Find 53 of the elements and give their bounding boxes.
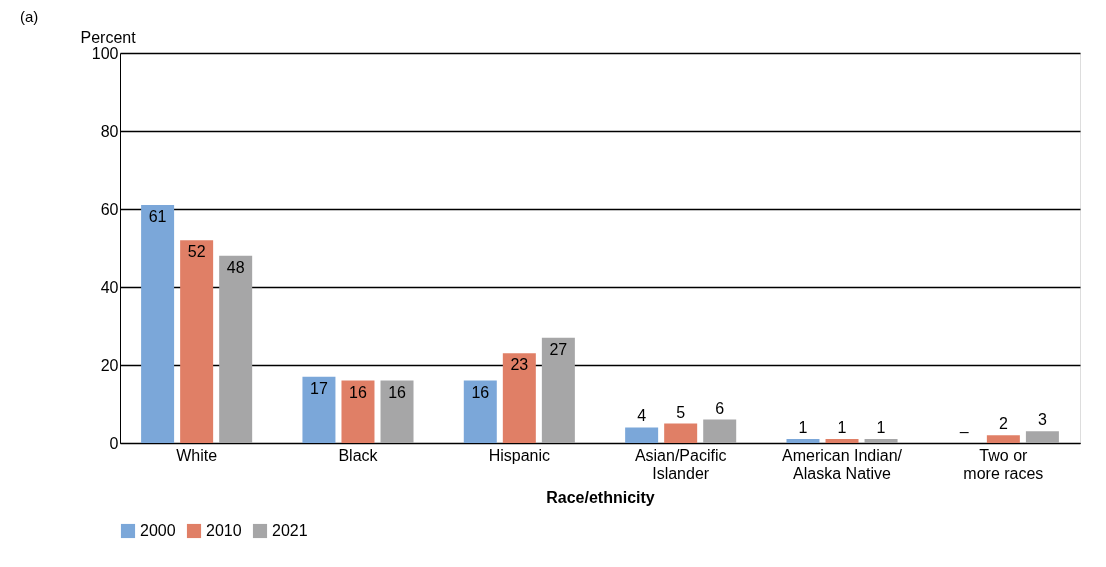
data-label: 16	[388, 383, 407, 401]
x-tick-label: Hispanic	[488, 446, 551, 464]
bar	[1025, 431, 1059, 443]
bar	[380, 380, 414, 443]
data-label: 2	[998, 415, 1008, 433]
bar	[986, 435, 1020, 443]
data-label: 48	[226, 258, 245, 276]
data-label: 16	[471, 383, 490, 401]
bar	[864, 439, 898, 443]
x-axis-title: Race/ethnicity	[546, 488, 655, 506]
bar	[625, 427, 659, 443]
x-tick-label: Asian/Pacific Islander	[634, 446, 727, 482]
legend-label: 2021	[272, 522, 308, 539]
data-label: 61	[148, 208, 167, 226]
data-label: 1	[798, 419, 808, 437]
x-tick-label: White	[176, 446, 218, 464]
data-label: 16	[349, 383, 367, 401]
bar	[219, 255, 253, 443]
bar	[664, 423, 698, 443]
y-axis-title: Percent	[80, 28, 137, 46]
data-label: 4	[637, 407, 647, 425]
data-label: 5	[676, 403, 686, 421]
data-label: 17	[310, 379, 328, 397]
bar	[341, 380, 375, 443]
legend-label: 2010	[206, 522, 242, 539]
y-tick-label: 60	[100, 200, 119, 218]
y-tick-label: 20	[100, 356, 119, 374]
data-label: 1	[837, 419, 847, 437]
bar	[786, 439, 820, 443]
data-label: 1	[876, 419, 886, 437]
bar	[463, 380, 497, 443]
x-tick-label: Two or more races	[963, 446, 1044, 482]
bar	[302, 376, 336, 443]
data-label: 27	[549, 340, 568, 358]
data-label: 52	[187, 243, 206, 261]
bar	[825, 439, 859, 443]
bar	[703, 419, 737, 443]
legend-label: 2000	[140, 522, 176, 539]
y-tick-label: 80	[100, 122, 119, 140]
y-tick-label: 40	[100, 278, 119, 296]
bar	[180, 240, 214, 443]
bar	[502, 353, 536, 443]
y-tick-label: 0	[109, 434, 119, 452]
y-tick-label: 100	[91, 44, 119, 62]
x-tick-label: Black	[338, 446, 379, 464]
data-label: 6	[715, 399, 725, 417]
data-label: 3	[1037, 411, 1047, 429]
text: –	[959, 423, 969, 440]
bar	[141, 205, 175, 443]
x-tick-label: American Indian/ Alaska Native	[781, 446, 903, 482]
data-label: 23	[510, 356, 529, 374]
text: (a)	[20, 8, 39, 25]
bar	[541, 337, 575, 443]
